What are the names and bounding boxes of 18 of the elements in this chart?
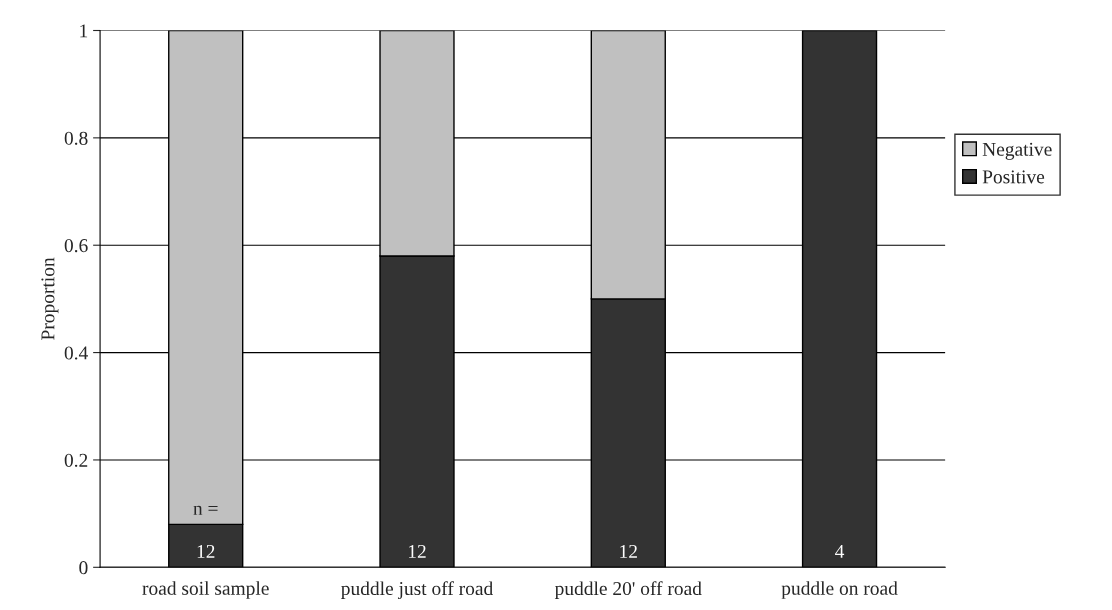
- y-tick-label: 0: [79, 561, 88, 575]
- annotation: 4: [835, 544, 845, 558]
- y-tick-label: 0.4: [64, 346, 88, 360]
- y-tick-label: 0.2: [64, 453, 88, 467]
- legend-label: Negative: [982, 142, 1052, 160]
- x-tick-label: puddle on road: [781, 581, 898, 599]
- x-tick-label: road soil sample: [142, 581, 269, 599]
- annotation: 12: [620, 544, 637, 558]
- y-axis-title: Proportion: [41, 257, 59, 340]
- y-tick-label: 0.6: [64, 239, 88, 253]
- x-tick-label: puddle just off road: [341, 581, 493, 600]
- x-tick-label: puddle 20' off road: [554, 581, 702, 600]
- annotation: 12: [197, 544, 215, 558]
- legend-label: Positive: [982, 170, 1045, 184]
- annotation: n =: [193, 505, 218, 515]
- annotation: 12: [408, 544, 426, 558]
- y-tick-label: 0.8: [64, 131, 88, 145]
- y-tick-label: 1: [80, 24, 88, 38]
